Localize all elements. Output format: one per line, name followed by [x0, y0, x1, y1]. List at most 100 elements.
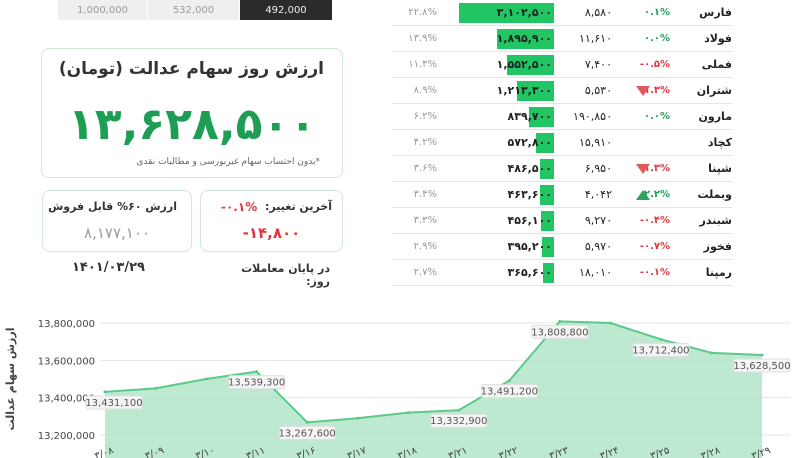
value-share-bar	[506, 55, 554, 75]
data-point	[457, 408, 461, 412]
stock-value-cell: ۵۷۲,۸۰۰	[444, 130, 554, 156]
trade-date: ۱۴۰۱/۰۳/۲۹	[72, 260, 145, 275]
stock-name: کچاد	[707, 136, 732, 149]
stock-weight: ۶.۲%	[413, 111, 437, 122]
stock-change: -۰.۷%	[639, 241, 670, 252]
stock-price: ۹,۲۷۰	[584, 214, 612, 227]
data-point	[103, 390, 107, 394]
data-label: 13,712,400	[632, 345, 689, 356]
stock-weight: ۴.۲%	[413, 137, 437, 148]
data-point	[558, 319, 562, 323]
table-row[interactable]: مارون ۰.۰% ۱۹۰,۸۵۰ ۸۳۹,۷۰۰ ۶.۲%	[392, 104, 732, 130]
stock-weight: ۲.۹%	[413, 241, 437, 252]
stock-value-cell: ۴۵۶,۱۰۰	[444, 208, 554, 234]
stock-value-cell: ۱,۵۵۲,۵۰۰	[444, 52, 554, 78]
stock-price: ۱۵,۹۱۰	[578, 136, 612, 149]
table-row[interactable]: کچاد ۱۵,۹۱۰ ۵۷۲,۸۰۰ ۴.۲%	[392, 130, 732, 156]
y-axis-label: ارزش سهام عدالت	[4, 328, 17, 431]
stock-value-cell: ۳,۱۰۲,۵۰۰	[444, 0, 554, 26]
y-tick-label: 13,400,000	[38, 394, 95, 405]
stock-change: -۰.۴%	[639, 215, 670, 226]
value-share-bar	[496, 29, 554, 49]
stock-value-cell: ۸۳۹,۷۰۰	[444, 104, 554, 130]
stock-change: -۱.۳%	[639, 85, 670, 96]
stock-price: ۱۱,۶۱۰	[578, 32, 612, 45]
data-label-box	[632, 342, 690, 357]
data-label-box	[733, 358, 791, 373]
data-point	[709, 351, 713, 355]
stock-name: مارون	[698, 110, 733, 123]
stock-name: فملی	[701, 58, 732, 71]
data-label: 13,431,100	[85, 398, 142, 409]
stock-weight: ۱۱.۴%	[408, 59, 437, 70]
top-strip-cell: 532,000	[148, 0, 240, 20]
stock-value-cell: ۴۸۶,۵۰۰	[444, 156, 554, 182]
table-row[interactable]: فخوز -۰.۷% ۵,۹۷۰ ۳۹۵,۲۰۰ ۲.۹%	[392, 234, 732, 260]
table-row[interactable]: وبملت ۲.۲% ۴,۰۴۲ ۴۶۳,۶۰۰ ۳.۴%	[392, 182, 732, 208]
stock-value-cell: ۳۹۵,۲۰۰	[444, 234, 554, 260]
sellable-value: ۸,۱۷۷,۱۰۰	[84, 224, 150, 242]
table-row[interactable]: شپنا -۱.۳% ۶,۹۵۰ ۴۸۶,۵۰۰ ۳.۶%	[392, 156, 732, 182]
stock-value: ۳۹۵,۲۰۰	[507, 240, 552, 253]
stock-value: ۱,۵۵۲,۵۰۰	[496, 58, 552, 71]
stock-change: ۰.۰%	[643, 33, 670, 44]
arrow-down-icon	[636, 156, 656, 182]
stock-name: شتران	[696, 84, 732, 97]
stock-price: ۱۹۰,۸۵۰	[573, 110, 612, 123]
stock-weight: ۳.۴%	[413, 189, 437, 200]
table-row[interactable]: شبندر -۰.۴% ۹,۲۷۰ ۴۵۶,۱۰۰ ۳.۳%	[392, 208, 732, 234]
y-tick-label: 13,600,000	[38, 356, 95, 367]
value-share-bar	[541, 237, 554, 257]
stock-price: ۵,۹۷۰	[584, 240, 612, 253]
data-label-box	[480, 384, 538, 399]
stock-value-cell: ۳۶۵,۶۰۰	[444, 260, 554, 286]
data-label-box	[531, 324, 589, 339]
chart-line	[104, 320, 763, 424]
data-point	[356, 416, 360, 420]
top-strip-cell-active[interactable]: 492,000	[240, 0, 333, 20]
data-point	[760, 353, 764, 357]
value-share-bar	[516, 81, 554, 101]
stock-value: ۱,۸۹۵,۹۰۰	[496, 32, 552, 45]
last-change-label: آخرین تغییر:	[265, 200, 332, 213]
stock-weight: ۳.۳%	[413, 215, 437, 226]
table-row[interactable]: فولاد ۰.۰% ۱۱,۶۱۰ ۱,۸۹۵,۹۰۰ ۱۳.۹%	[392, 26, 732, 52]
data-label: 13,332,900	[430, 416, 487, 427]
table-row[interactable]: شتران -۱.۳% ۵,۵۳۰ ۱,۲۱۳,۳۰۰ ۸.۹%	[392, 78, 732, 104]
data-label-box	[278, 425, 336, 440]
data-point	[204, 377, 208, 381]
stock-weight: ۳.۶%	[413, 163, 437, 174]
stock-value: ۳۶۵,۶۰۰	[507, 266, 552, 279]
stock-name: وبملت	[697, 188, 732, 201]
summary-note: *بدون احتساب سهام غیربورسی و مطالبات نقد…	[136, 157, 320, 167]
stock-value: ۴۶۳,۶۰۰	[507, 188, 552, 201]
summary-card: ارزش روز سهام عدالت (تومان) ۱۳,۶۲۸,۵۰۰ *…	[41, 48, 343, 178]
table-row[interactable]: فملی -۰.۵% ۷,۴۰۰ ۱,۵۵۲,۵۰۰ ۱۱.۴%	[392, 52, 732, 78]
stock-value-cell: ۴۶۳,۶۰۰	[444, 182, 554, 208]
sellable-title: ارزش ۶۰% قابل فروش	[48, 200, 177, 213]
data-point	[154, 386, 158, 390]
stock-name: فخوز	[703, 240, 732, 253]
data-label: 13,491,200	[481, 387, 538, 398]
stock-value-cell: ۱,۲۱۳,۳۰۰	[444, 78, 554, 104]
stock-value: ۱,۲۱۳,۳۰۰	[496, 84, 552, 97]
stock-weight: ۲۲.۸%	[408, 7, 437, 18]
data-label: 13,539,300	[228, 378, 285, 389]
stock-price: ۵,۵۳۰	[584, 84, 612, 97]
stock-weight: ۲.۷%	[413, 267, 437, 278]
table-row[interactable]: رمپنا -۰.۱% ۱۸,۰۱۰ ۳۶۵,۶۰۰ ۲.۷%	[392, 260, 732, 286]
stock-change: ۲.۲%	[643, 189, 670, 200]
table-row[interactable]: فارس ۰.۱% ۸,۵۸۰ ۳,۱۰۲,۵۰۰ ۲۲.۸%	[392, 0, 732, 26]
top-strip-cell: 1,000,000	[58, 0, 148, 20]
chart-area	[105, 321, 762, 458]
value-share-bar	[539, 159, 554, 179]
data-point	[608, 321, 612, 325]
y-tick-label: 13,200,000	[38, 431, 95, 442]
value-share-bar	[528, 107, 554, 127]
summary-title: ارزش روز سهام عدالت (تومان)	[58, 59, 324, 79]
top-strip: 1,000,000 532,000 492,000	[58, 0, 333, 20]
stock-change: -۰.۱%	[639, 267, 670, 278]
stock-name: فولاد	[704, 32, 732, 45]
y-tick-label: 13,800,000	[38, 319, 95, 330]
stock-name: شپنا	[708, 162, 732, 175]
